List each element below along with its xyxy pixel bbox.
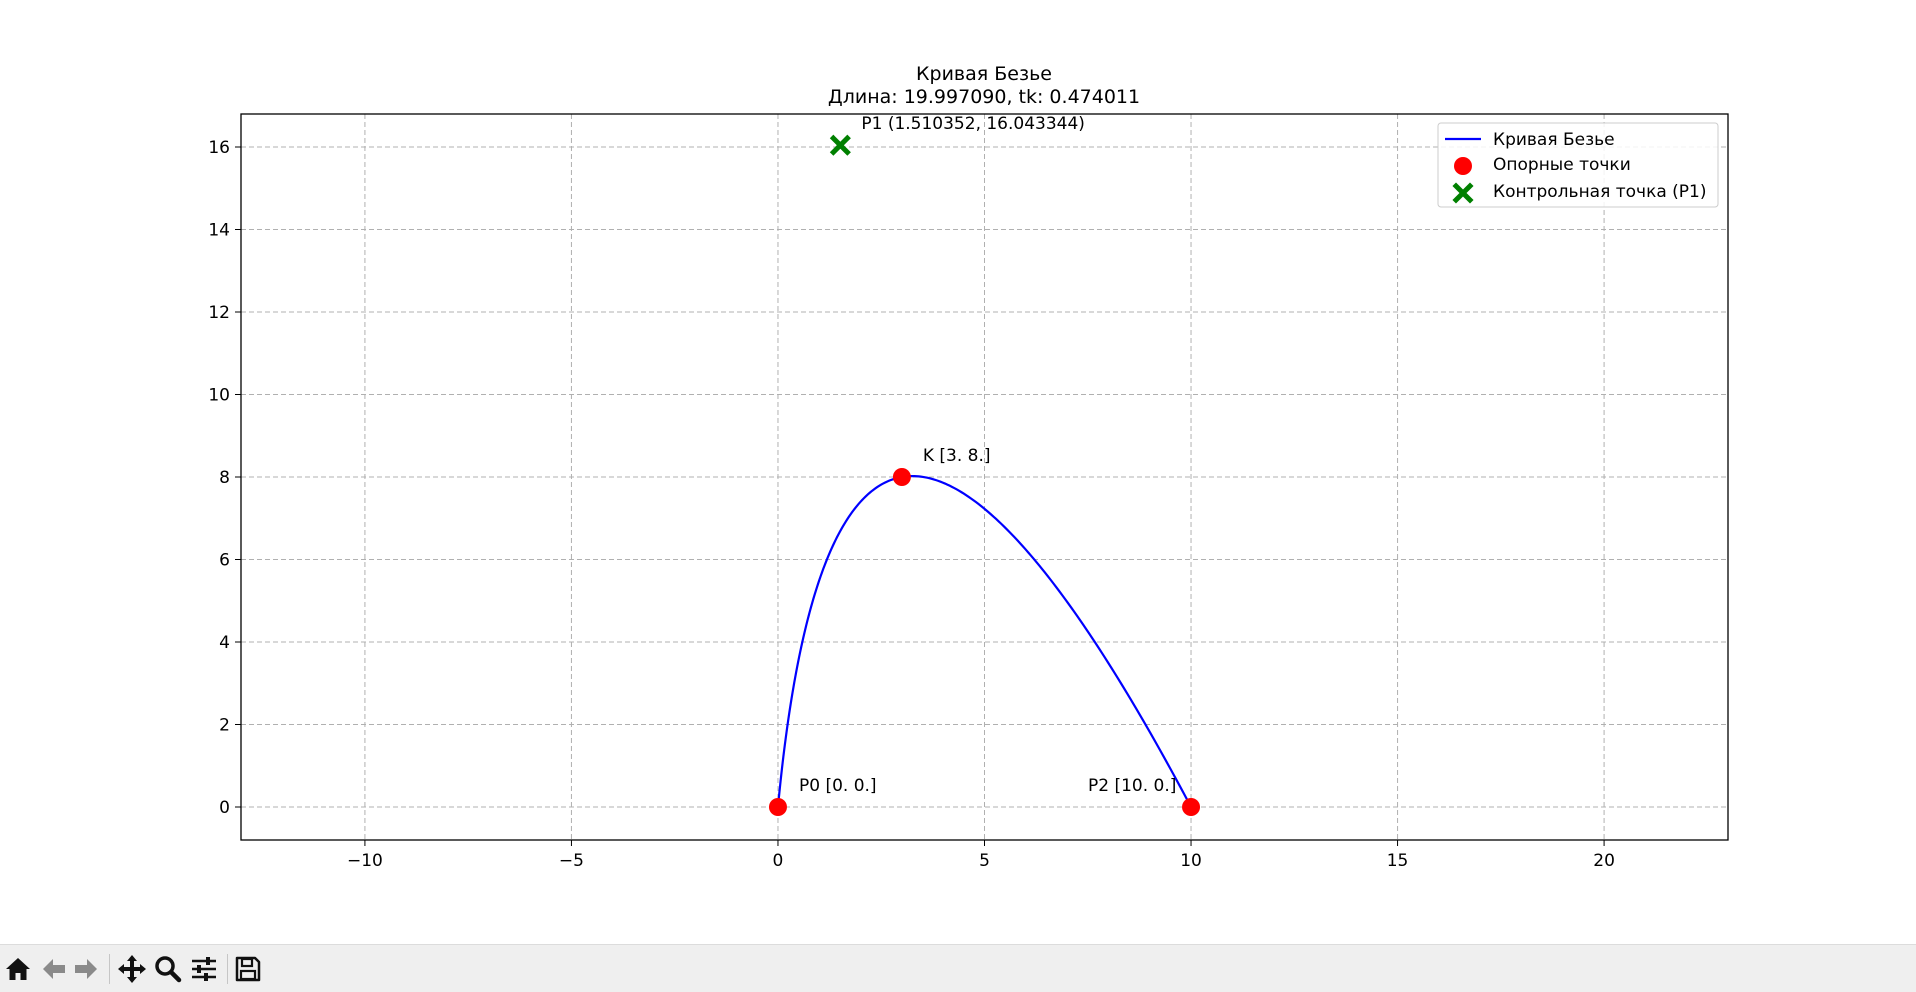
grid: [241, 114, 1728, 840]
legend-x-swatch: [1452, 182, 1474, 204]
zoom-button[interactable]: [152, 953, 184, 985]
support-point-marker: [892, 468, 911, 486]
back-button[interactable]: [38, 953, 70, 985]
support-point-marker: [1182, 798, 1201, 816]
y-tick-label: 6: [219, 551, 230, 571]
x-tick-label: −10: [347, 851, 383, 871]
y-tick-label: 2: [219, 716, 230, 736]
x-tick-label: 20: [1593, 851, 1615, 871]
legend-circle-swatch: [1454, 157, 1472, 175]
bezier-curve-line: [776, 475, 1193, 808]
legend-label-curve: Кривая Безье: [1493, 130, 1615, 150]
magnifier-icon: [155, 956, 182, 983]
y-tick-label: 14: [208, 221, 230, 241]
chart-subtitle: Длина: 19.997090, tk: 0.474011: [828, 86, 1140, 108]
x-tick-label: 0: [773, 851, 784, 871]
x-tick-label: 5: [979, 851, 990, 871]
legend-label-control: Контрольная точка (P1): [1493, 182, 1707, 202]
x-tick-label: 15: [1387, 851, 1409, 871]
sliders-icon: [192, 957, 216, 981]
bezier-chart: Кривая Безье Длина: 19.997090, tk: 0.474…: [208, 63, 1729, 871]
move-icon: [118, 955, 146, 983]
point-annotation: P1 (1.510352, 16.043344): [861, 114, 1085, 134]
point-annotation: K [3. 8.]: [923, 446, 991, 466]
y-tick-label: 10: [208, 386, 230, 406]
axis-ticks: −10 −5 0 5 10 15 20 0 2 4 6 8 10 12 14 16: [208, 138, 1615, 871]
chart-title: Кривая Безье: [916, 63, 1052, 85]
legend-label-points: Опорные точки: [1493, 155, 1631, 175]
save-button[interactable]: [232, 953, 264, 985]
y-tick-label: 0: [219, 798, 230, 818]
home-icon: [6, 958, 30, 980]
y-tick-label: 8: [219, 468, 230, 488]
toolbar-separator: [227, 954, 228, 984]
legend: Кривая Безье Опорные точки Контрольная т…: [1437, 122, 1719, 208]
axes-frame: [240, 113, 1729, 841]
legend-box: [1437, 122, 1719, 208]
y-tick-label: 12: [208, 303, 230, 323]
y-tick-label: 4: [219, 633, 230, 653]
x-tick-label: 10: [1180, 851, 1202, 871]
pan-button[interactable]: [116, 953, 148, 985]
x-tick-label: −5: [559, 851, 584, 871]
toolbar: [0, 944, 1916, 992]
home-button[interactable]: [2, 953, 34, 985]
arrow-left-icon: [43, 959, 65, 979]
arrow-right-icon: [75, 959, 97, 979]
control-point-marker: [829, 134, 851, 156]
toolbar-separator: [109, 954, 110, 984]
plot-area: P0 [0. 0.] K [3. 8.] P2 [10. 0.] P1 (1.5103…: [768, 114, 1201, 816]
forward-button[interactable]: [70, 953, 102, 985]
figure-canvas: Кривая Безье Длина: 19.997090, tk: 0.474…: [208, 63, 1729, 871]
configure-subplots-button[interactable]: [188, 953, 220, 985]
point-annotation: P2 [10. 0.]: [1088, 776, 1176, 796]
point-annotation: P0 [0. 0.]: [799, 776, 877, 796]
y-tick-label: 16: [208, 138, 230, 158]
support-point-marker: [768, 798, 787, 816]
floppy-disk-icon: [235, 956, 261, 982]
